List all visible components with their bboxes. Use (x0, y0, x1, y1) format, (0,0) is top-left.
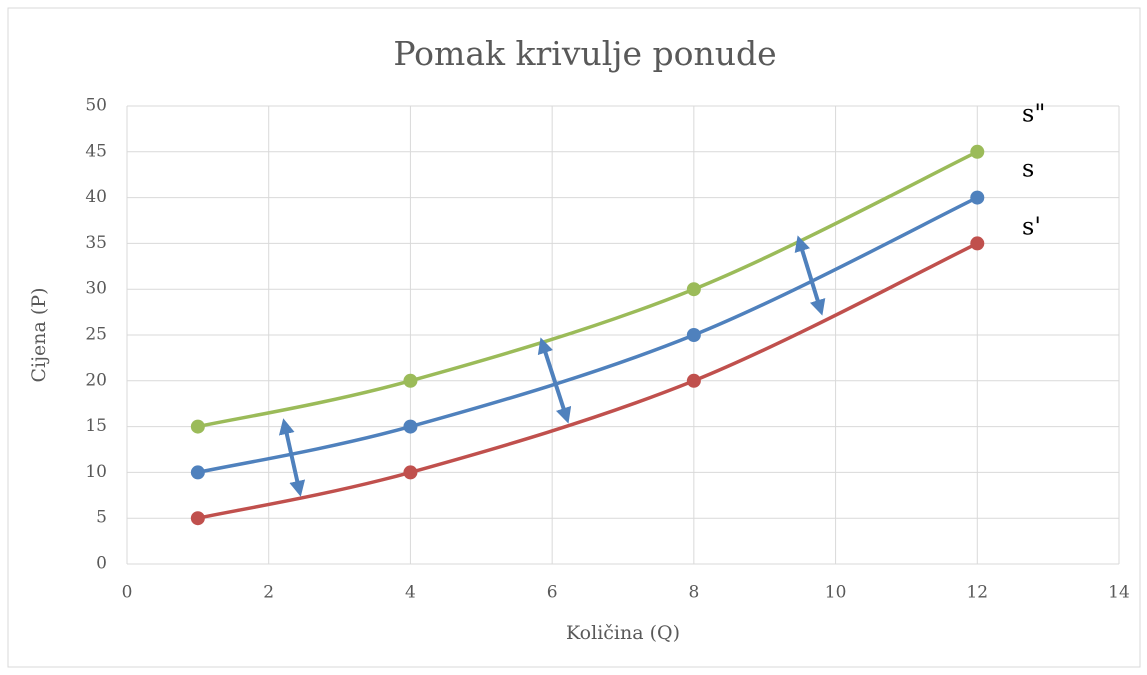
x-tick-label: 4 (405, 583, 416, 603)
chart-frame (7, 7, 1141, 668)
y-tick-label: 10 (85, 462, 107, 482)
y-tick-label: 20 (85, 370, 107, 390)
x-tick-label: 12 (966, 583, 988, 603)
grid (126, 105, 1120, 565)
y-tick-label: 15 (85, 416, 107, 436)
data-point (970, 190, 985, 205)
x-tick-label: 2 (263, 583, 274, 603)
series-label: s" (1022, 100, 1045, 128)
series-line (197, 241, 979, 520)
data-point (686, 282, 701, 297)
shift-arrows (278, 235, 826, 497)
data-point (403, 419, 418, 434)
y-tick-label: 40 (85, 187, 107, 207)
data-point (970, 236, 985, 251)
chart-title: Pomak krivulje ponude (393, 34, 776, 73)
arrow (537, 337, 572, 424)
series-line (197, 150, 979, 429)
x-tick-label: 8 (688, 583, 699, 603)
data-point (970, 144, 985, 159)
data-point (190, 511, 205, 526)
x-tick-label: 0 (122, 583, 133, 603)
series-label: s' (1022, 213, 1041, 241)
data-point (686, 373, 701, 388)
y-tick-label: 0 (96, 554, 107, 574)
x-axis-label: Količina (Q) (566, 622, 680, 644)
data-point (686, 328, 701, 342)
arrow (278, 418, 306, 497)
y-tick-label: 45 (85, 141, 107, 161)
y-axis-label: Cijena (P) (28, 288, 50, 383)
x-tick-label: 14 (1108, 583, 1130, 603)
data-point (190, 465, 205, 480)
arrow (794, 235, 826, 316)
data-point (403, 373, 418, 388)
y-tick-label: 50 (85, 96, 107, 116)
series-label: s (1022, 155, 1034, 183)
y-tick-label: 30 (85, 279, 107, 299)
data-point (403, 465, 418, 480)
x-tick-label: 6 (547, 583, 558, 603)
y-tick-label: 35 (85, 233, 107, 253)
y-tick-label: 5 (96, 508, 107, 528)
data-point (190, 419, 205, 434)
y-tick-label: 25 (85, 325, 107, 345)
x-tick-label: 10 (825, 583, 847, 603)
